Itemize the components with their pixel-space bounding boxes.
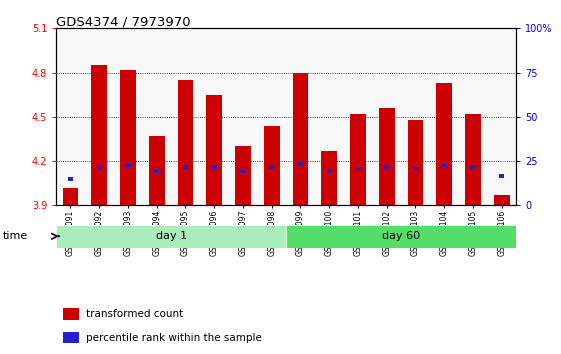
Bar — [465, 114, 481, 205]
Bar — [379, 108, 394, 205]
Bar — [68, 177, 73, 181]
Bar — [63, 188, 79, 205]
Bar — [269, 165, 274, 169]
Text: day 1: day 1 — [155, 231, 187, 241]
Bar — [126, 164, 131, 167]
Bar — [120, 70, 136, 205]
Bar — [96, 165, 102, 169]
Bar — [235, 146, 251, 205]
Bar — [178, 80, 194, 205]
Bar — [241, 170, 246, 173]
Text: time: time — [3, 231, 28, 241]
Bar — [327, 170, 332, 173]
Text: transformed count: transformed count — [86, 309, 183, 319]
Bar — [56, 225, 286, 248]
Bar — [293, 73, 309, 205]
Text: percentile rank within the sample: percentile rank within the sample — [86, 333, 262, 343]
Bar — [91, 65, 107, 205]
Bar — [384, 165, 389, 169]
Bar — [149, 136, 164, 205]
Bar — [413, 167, 418, 170]
Bar — [350, 114, 366, 205]
Bar — [494, 195, 509, 205]
Bar — [442, 164, 447, 167]
Text: GDS4374 / 7973970: GDS4374 / 7973970 — [56, 16, 191, 29]
Bar — [211, 165, 217, 169]
Bar — [499, 174, 504, 178]
Bar — [154, 170, 159, 173]
Bar — [471, 165, 476, 169]
Bar — [298, 162, 303, 166]
Bar — [63, 332, 79, 343]
Bar — [63, 308, 79, 320]
Bar — [321, 151, 337, 205]
Bar — [356, 167, 361, 170]
Bar — [408, 120, 424, 205]
Bar — [436, 83, 452, 205]
Bar — [183, 165, 188, 169]
Bar — [206, 95, 222, 205]
Bar — [264, 126, 279, 205]
Text: day 60: day 60 — [382, 231, 420, 241]
Bar — [286, 225, 516, 248]
